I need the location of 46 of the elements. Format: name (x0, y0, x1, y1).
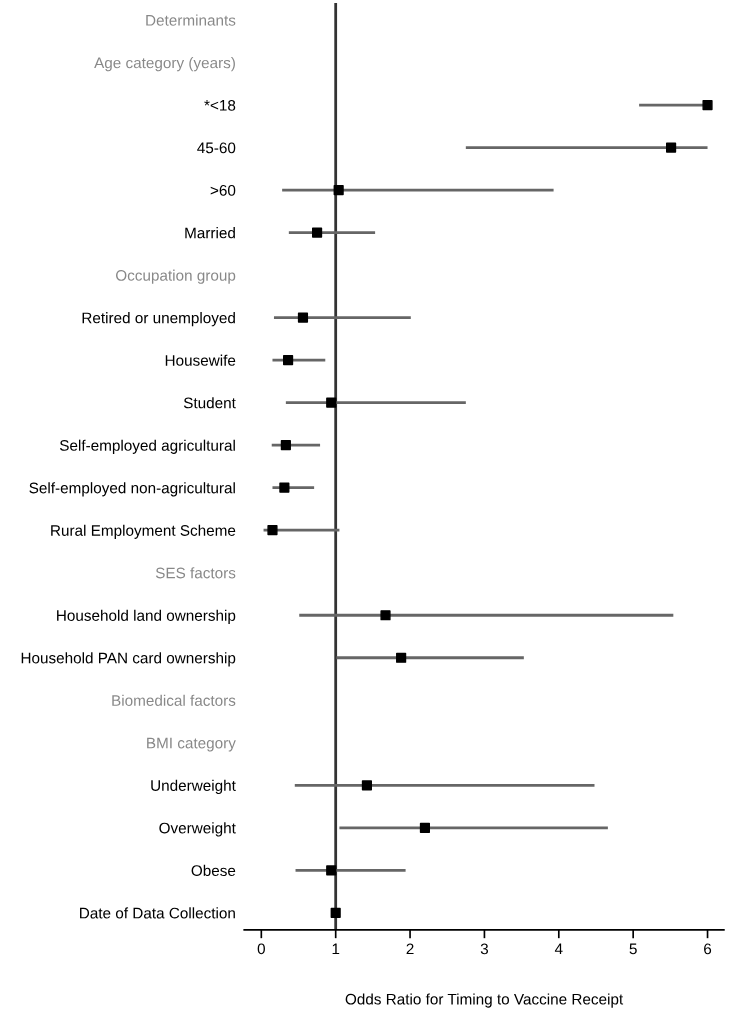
y-tick-label: Underweight (151, 779, 236, 794)
x-tick-label: 3 (480, 943, 488, 955)
y-tick-label: Obese (191, 864, 236, 877)
x-tick-label: 6 (704, 943, 712, 955)
x-tick-label: 4 (554, 943, 563, 955)
point (361, 780, 373, 791)
y-tick-label: Rural Employment Scheme (51, 524, 236, 539)
y-tick-label: SES factors (155, 567, 236, 579)
point (326, 397, 337, 408)
y-tick-label: Married (185, 227, 235, 239)
x-axis-title: Odds Ratio for Timing to Vaccine Receipt (345, 993, 624, 1008)
y-tick-label: Student (183, 397, 236, 409)
x-tick-label: 2 (406, 943, 414, 955)
y-tick-label: Age category (years) (94, 57, 235, 72)
y-tick-label: Self-employed agricultural (59, 439, 235, 454)
x-tick-label: 1 (332, 943, 340, 955)
point (280, 440, 291, 451)
x-tick-label: 0 (257, 943, 265, 955)
y-tick-label: Self-employed non-agricultural (29, 482, 235, 497)
point (267, 525, 278, 536)
point (326, 865, 337, 876)
point (297, 312, 309, 323)
y-tick-label: Overweight (159, 822, 236, 837)
y-tick-label: 45-60 (197, 142, 236, 154)
point (283, 355, 294, 366)
point (666, 142, 677, 153)
point (279, 482, 290, 493)
y-tick-label: Biomedical factors (112, 694, 236, 706)
y-tick-label: Determinants (146, 14, 236, 26)
y-tick-label: Occupation group (116, 269, 236, 284)
point (330, 907, 341, 918)
y-tick-label: Housewife (165, 354, 236, 366)
y-tick-label: BMI category (147, 737, 236, 752)
y-tick-label: Household land ownership (57, 609, 236, 624)
x-tick-label: 5 (629, 943, 637, 955)
point (702, 99, 713, 111)
point (380, 610, 391, 621)
y-tick-label: Household PAN card ownership (21, 652, 236, 667)
y-tick-label: Retired or unemployed (82, 312, 235, 327)
point (396, 652, 407, 663)
point (333, 185, 344, 196)
point (419, 822, 431, 833)
y-tick-label: >60 (210, 184, 236, 196)
point (312, 227, 323, 238)
y-tick-label: Date of Data Collection (80, 907, 235, 919)
y-tick-label: *<18 (204, 99, 236, 111)
